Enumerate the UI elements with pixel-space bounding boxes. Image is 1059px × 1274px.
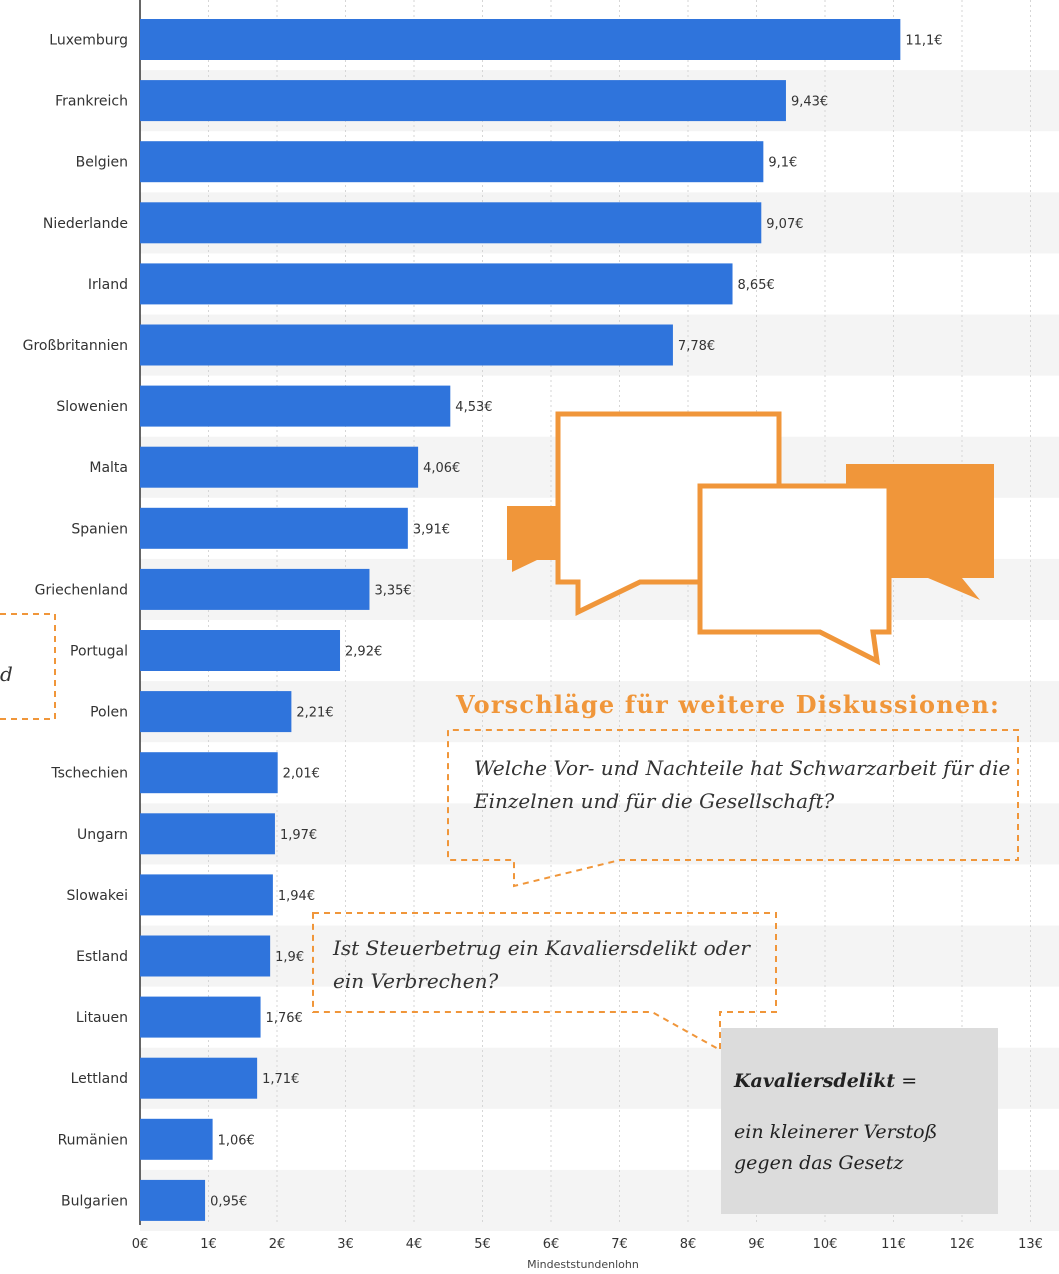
x-tick-label: 0€ [132, 1237, 149, 1252]
category-label: Malta [89, 460, 128, 476]
left-callout-box [0, 613, 56, 720]
category-label: Rumänien [58, 1132, 128, 1148]
bar [140, 385, 451, 427]
discussion-question-2: Ist Steuerbetrug ein Kavaliersdelikt ode… [333, 936, 750, 993]
value-label: 0,95€ [210, 1194, 247, 1209]
bar [140, 1118, 213, 1160]
value-label: 7,78€ [678, 339, 715, 354]
value-label: 2,01€ [283, 767, 320, 782]
category-label: Lettland [71, 1071, 128, 1087]
x-tick-label: 11€ [881, 1237, 906, 1252]
value-label: 1,9€ [275, 950, 304, 965]
value-label: 1,71€ [262, 1072, 299, 1087]
discussion-heading: Vorschläge für weitere Diskussionen: [456, 690, 1001, 719]
bar [140, 1179, 206, 1221]
bar [140, 752, 278, 794]
category-label: Belgien [76, 155, 128, 171]
category-label: Luxemburg [49, 33, 128, 49]
category-label: Tschechien [50, 766, 128, 782]
x-tick-label: 2€ [269, 1237, 286, 1252]
bar [140, 263, 733, 305]
bar [140, 507, 408, 549]
x-axis-title: Mindeststundenlohn [527, 1258, 639, 1271]
value-label: 3,91€ [413, 522, 450, 537]
bar [140, 630, 341, 671]
value-label: 1,97€ [280, 828, 317, 843]
value-label: 4,53€ [455, 400, 492, 415]
category-label: Spanien [71, 521, 128, 537]
question2-callout [312, 912, 777, 1052]
bar [140, 202, 762, 244]
value-label: 1,76€ [266, 1011, 303, 1026]
value-label: 4,06€ [423, 461, 460, 476]
definition-equals: = [895, 1070, 918, 1092]
speech-bubbles-icon [507, 411, 994, 666]
x-tick-label: 4€ [406, 1237, 423, 1252]
row-stripe [140, 803, 1059, 865]
row-stripe [140, 681, 1059, 743]
x-tick-label: 9€ [748, 1237, 765, 1252]
definition-box [721, 1028, 998, 1214]
x-tick-label: 7€ [611, 1237, 628, 1252]
value-label: 2,92€ [345, 645, 382, 660]
category-label: Frankreich [55, 94, 128, 110]
row-stripe [140, 925, 1059, 987]
discussion-question-1: Welche Vor- und Nachteile hat Schwarzarb… [474, 756, 1011, 813]
x-tick-label: 12€ [950, 1237, 975, 1252]
value-label: 2,21€ [296, 706, 333, 721]
value-label: 9,1€ [768, 156, 797, 171]
value-label: 1,94€ [278, 889, 315, 904]
x-tick-label: 6€ [543, 1237, 560, 1252]
category-label: Großbritannien [23, 338, 128, 354]
value-label: 9,07€ [766, 217, 803, 232]
bar [140, 996, 261, 1038]
category-label: Polen [90, 705, 128, 721]
value-label: 9,43€ [791, 95, 828, 110]
bar [140, 141, 764, 183]
category-label: Litauen [76, 1010, 128, 1026]
x-tick-label: 8€ [680, 1237, 697, 1252]
x-tick-label: 13€ [1018, 1237, 1043, 1252]
bar [140, 813, 275, 855]
left-callout-text: d [0, 662, 13, 686]
category-label: Portugal [70, 644, 128, 660]
bar [140, 19, 901, 60]
bar [140, 935, 271, 977]
value-label: 3,35€ [374, 583, 411, 598]
definition-text: ein kleinerer Verstoß gegen das Gesetz [734, 1121, 938, 1174]
category-label: Slowenien [56, 399, 128, 415]
question1-callout [447, 729, 1019, 888]
bar [140, 874, 273, 916]
bar [140, 1057, 258, 1099]
category-label: Griechenland [35, 582, 128, 598]
category-label: Slowakei [67, 888, 128, 904]
definition-term-line: Kavaliersdelikt = [734, 1070, 917, 1092]
category-label: Irland [88, 277, 128, 293]
bar [140, 568, 370, 610]
definition-term: Kavaliersdelikt [734, 1070, 896, 1092]
bar [140, 446, 419, 488]
x-tick-label: 5€ [474, 1237, 491, 1252]
bar [140, 324, 673, 366]
x-tick-label: 10€ [813, 1237, 838, 1252]
bar [140, 80, 786, 122]
category-label: Niederlande [43, 216, 128, 232]
value-label: 1,06€ [218, 1133, 255, 1148]
bar [140, 691, 292, 733]
category-label: Bulgarien [61, 1193, 128, 1209]
x-tick-label: 3€ [337, 1237, 354, 1252]
x-tick-label: 1€ [200, 1237, 217, 1252]
value-label: 8,65€ [738, 278, 775, 293]
value-label: 11,1€ [905, 34, 942, 49]
category-label: Ungarn [77, 827, 128, 843]
category-label: Estland [76, 949, 128, 965]
